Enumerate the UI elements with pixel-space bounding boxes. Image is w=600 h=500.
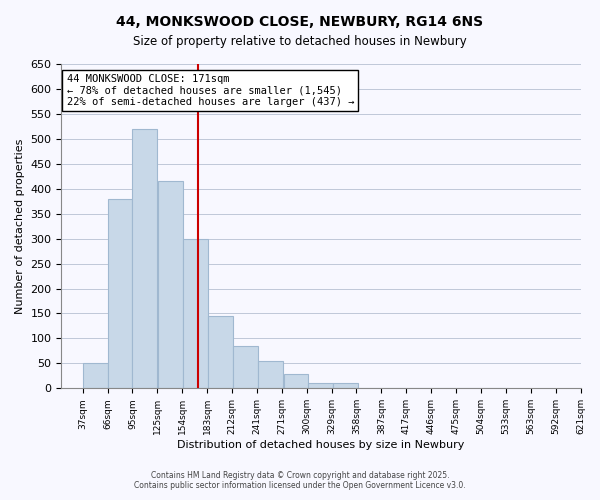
Bar: [83, 364, 107, 388]
Text: 44 MONKSWOOD CLOSE: 171sqm
← 78% of detached houses are smaller (1,545)
22% of s: 44 MONKSWOOD CLOSE: 171sqm ← 78% of deta…: [67, 74, 354, 107]
Bar: [334, 384, 358, 388]
Y-axis label: Number of detached properties: Number of detached properties: [15, 138, 25, 314]
X-axis label: Distribution of detached houses by size in Newbury: Distribution of detached houses by size …: [177, 440, 464, 450]
Bar: [258, 361, 283, 388]
Bar: [183, 238, 208, 388]
Bar: [233, 346, 258, 389]
Bar: [208, 316, 233, 388]
Bar: [107, 198, 133, 388]
Bar: [133, 129, 157, 388]
Text: Size of property relative to detached houses in Newbury: Size of property relative to detached ho…: [133, 35, 467, 48]
Bar: [158, 182, 183, 388]
Bar: [284, 374, 308, 388]
Bar: [308, 384, 334, 388]
Text: 44, MONKSWOOD CLOSE, NEWBURY, RG14 6NS: 44, MONKSWOOD CLOSE, NEWBURY, RG14 6NS: [116, 15, 484, 29]
Text: Contains HM Land Registry data © Crown copyright and database right 2025.
Contai: Contains HM Land Registry data © Crown c…: [134, 470, 466, 490]
